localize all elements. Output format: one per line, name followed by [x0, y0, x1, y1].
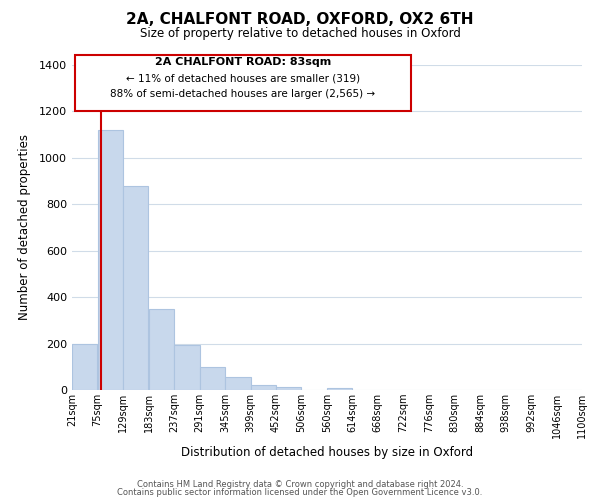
Text: 88% of semi-detached houses are larger (2,565) →: 88% of semi-detached houses are larger (… — [110, 90, 376, 100]
Text: 2A, CHALFONT ROAD, OXFORD, OX2 6TH: 2A, CHALFONT ROAD, OXFORD, OX2 6TH — [126, 12, 474, 28]
Bar — [72, 344, 97, 390]
Y-axis label: Number of detached properties: Number of detached properties — [17, 134, 31, 320]
Bar — [174, 344, 199, 390]
Bar — [149, 308, 174, 390]
FancyBboxPatch shape — [74, 55, 411, 112]
Text: Contains HM Land Registry data © Crown copyright and database right 2024.: Contains HM Land Registry data © Crown c… — [137, 480, 463, 489]
X-axis label: Distribution of detached houses by size in Oxford: Distribution of detached houses by size … — [181, 446, 473, 460]
Bar — [225, 377, 251, 390]
Bar — [251, 386, 276, 390]
Text: Size of property relative to detached houses in Oxford: Size of property relative to detached ho… — [140, 28, 460, 40]
Text: ← 11% of detached houses are smaller (319): ← 11% of detached houses are smaller (31… — [126, 73, 360, 83]
Bar — [276, 386, 301, 390]
Bar — [123, 186, 148, 390]
Text: 2A CHALFONT ROAD: 83sqm: 2A CHALFONT ROAD: 83sqm — [155, 57, 331, 67]
Bar — [327, 388, 352, 390]
Text: Contains public sector information licensed under the Open Government Licence v3: Contains public sector information licen… — [118, 488, 482, 497]
Bar — [98, 130, 123, 390]
Bar — [200, 367, 225, 390]
